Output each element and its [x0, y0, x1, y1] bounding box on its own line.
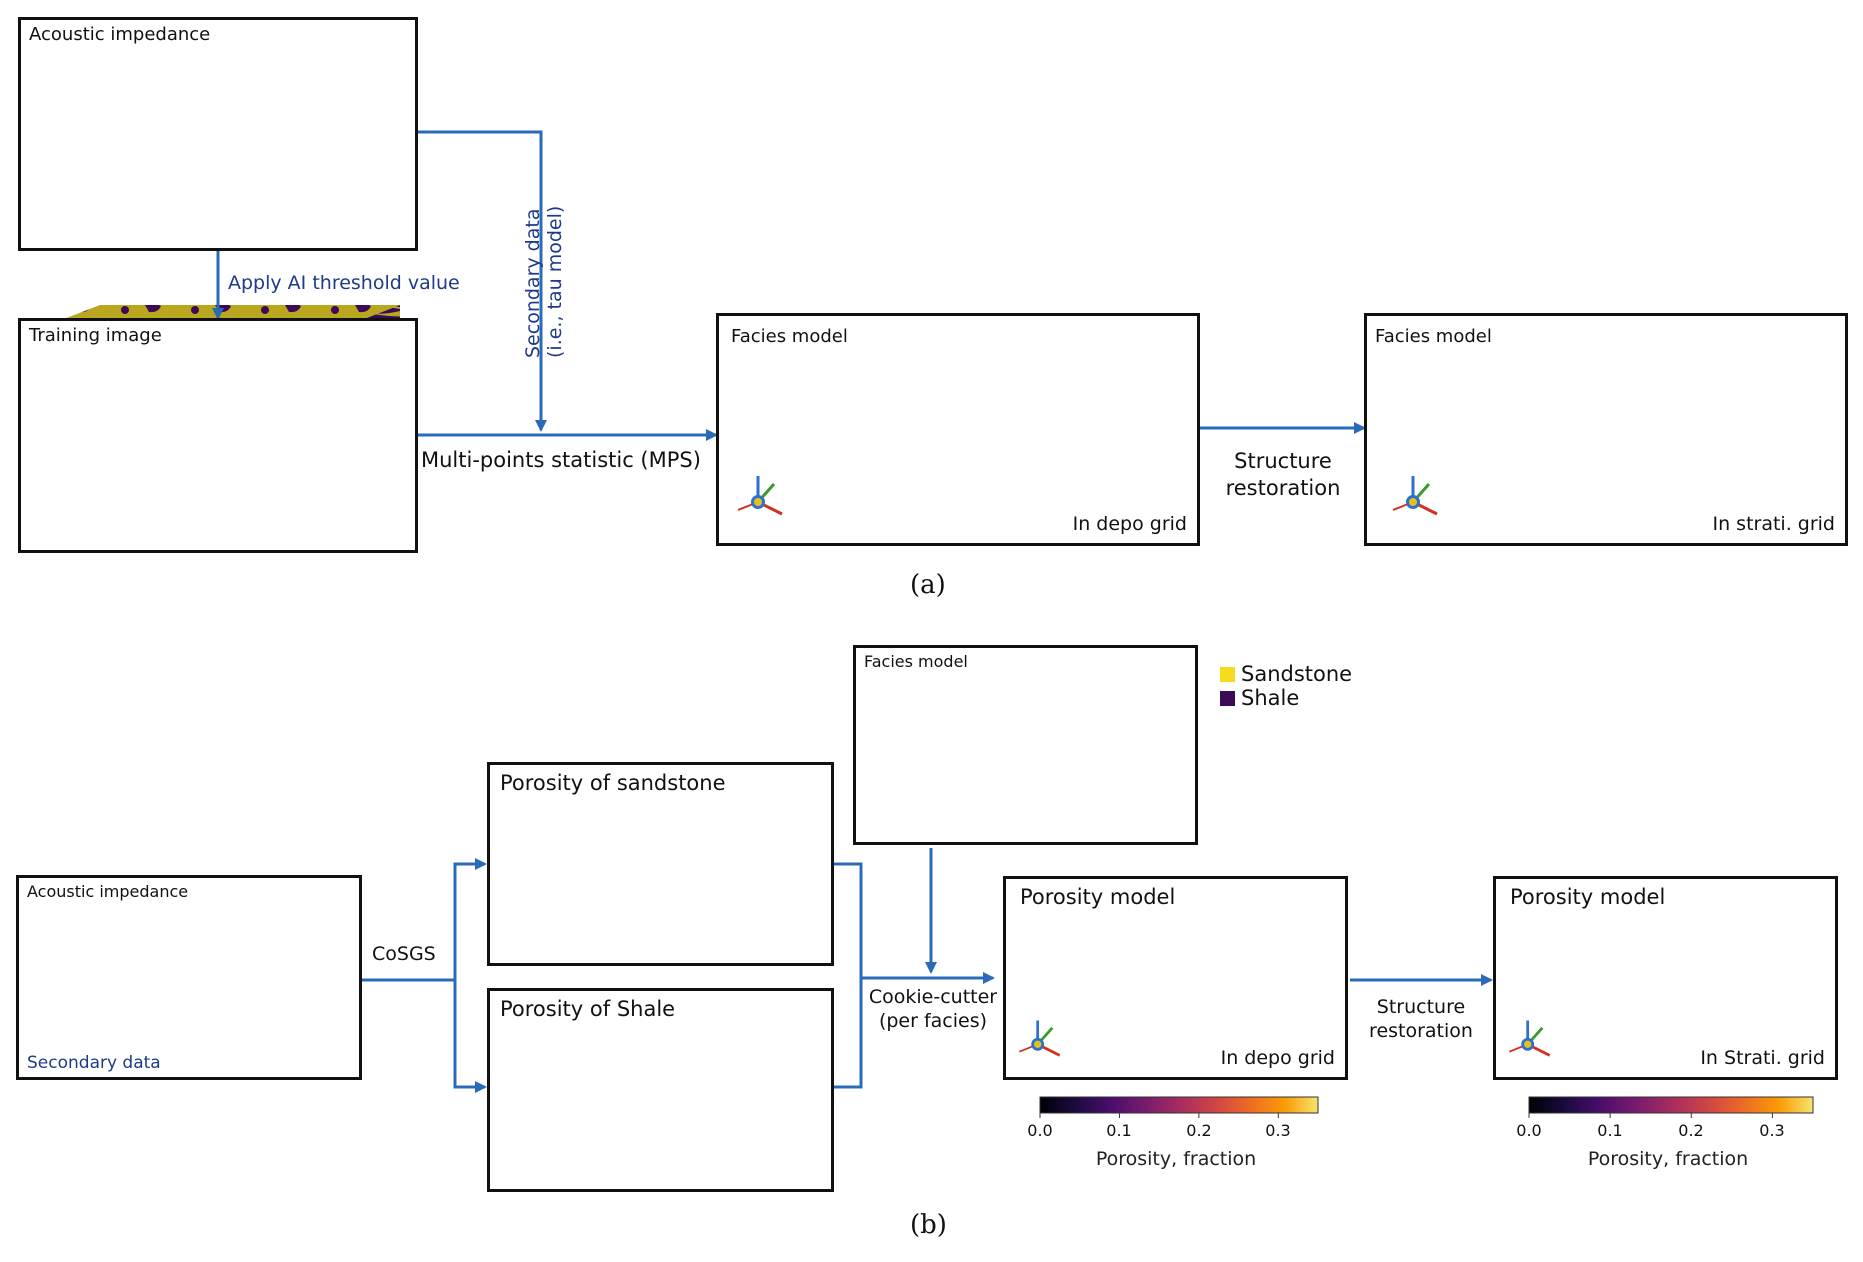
restoration-line-1: Structure — [1234, 449, 1332, 473]
threshold-label: Apply AI threshold value — [228, 272, 460, 294]
training-image-box: Training image — [18, 318, 418, 553]
restoration-line-2: restoration — [1369, 1020, 1473, 1042]
legend-shale: Shale — [1220, 686, 1299, 710]
acoustic-impedance-box-a: Acoustic impedance — [18, 17, 418, 251]
arrow-shale-out — [834, 978, 863, 1089]
caption-b: (b) — [910, 1210, 947, 1240]
legend-sandstone: Sandstone — [1220, 662, 1352, 686]
shale-swatch — [1220, 690, 1235, 706]
tick-label: 0.0 — [1027, 1121, 1053, 1140]
restoration-label-a: Structure restoration — [1218, 448, 1348, 502]
tick-label: 0.2 — [1678, 1121, 1704, 1140]
secondary-data-corner: Secondary data — [27, 1053, 161, 1073]
axis-triad-icon — [737, 476, 783, 516]
cookie-line-1: Cookie-cutter — [868, 986, 998, 1008]
box-title: Facies model — [864, 652, 968, 671]
box-title: Training image — [29, 325, 162, 346]
acoustic-impedance-box-b: Acoustic impedance Secondary data — [16, 875, 362, 1080]
grid-label: In strati. grid — [1712, 513, 1835, 535]
legend-label: Shale — [1241, 686, 1300, 710]
arrow-sand-out — [834, 862, 863, 978]
arrow-cosgs-down — [453, 980, 487, 1093]
porosity-model-strati-box: Porosity model In Strati. grid — [1493, 876, 1838, 1080]
porosity-model-depo-box: Porosity model In depo grid — [1003, 876, 1348, 1080]
facies-model-depo-box: Facies model In depo grid — [716, 313, 1200, 546]
box-title: Porosity model — [1510, 885, 1666, 909]
axis-triad-icon — [1018, 1020, 1061, 1057]
axis-triad-icon — [1392, 476, 1438, 516]
box-title: Porosity model — [1020, 885, 1176, 909]
colorbar-strati — [1528, 1096, 1814, 1114]
colorbar-tick-marks — [1039, 1113, 1773, 1118]
secondary-line-1: Secondary data — [522, 208, 544, 358]
cosgs-label: CoSGS — [372, 943, 436, 965]
porosity-shale-box: Porosity of Shale — [487, 988, 834, 1192]
grid-label: In Strati. grid — [1700, 1047, 1825, 1069]
facies-model-box-b: Facies model — [853, 645, 1198, 845]
box-title: Acoustic impedance — [29, 24, 211, 45]
mps-label: Multi-points statistic (MPS) — [421, 448, 701, 472]
arrow-secondary — [418, 130, 547, 432]
colorbar-label: Porosity, fraction — [1095, 1148, 1257, 1170]
tick-label: 0.2 — [1186, 1121, 1212, 1140]
grid-label: In depo grid — [1072, 513, 1187, 535]
box-title: Facies model — [731, 326, 848, 347]
restoration-label-b: Structure restoration — [1358, 995, 1484, 1043]
colorbar-label: Porosity, fraction — [1587, 1148, 1749, 1170]
porosity-sandstone-box: Porosity of sandstone — [487, 762, 834, 966]
grid-label: In depo grid — [1220, 1047, 1335, 1069]
facies-model-strati-box: Facies model In strati. grid — [1364, 313, 1848, 546]
restoration-line-1: Structure — [1376, 996, 1466, 1018]
sandstone-swatch — [1220, 666, 1235, 682]
tick-label: 0.0 — [1516, 1121, 1542, 1140]
caption-a: (a) — [910, 570, 946, 600]
secondary-line-2: (i.e., tau model) — [544, 205, 566, 358]
tick-label: 0.1 — [1106, 1121, 1132, 1140]
tick-label: 0.1 — [1597, 1121, 1623, 1140]
cookie-line-2: (per facies) — [878, 1010, 988, 1032]
tick-label: 0.3 — [1265, 1121, 1291, 1140]
cookie-cutter-label: Cookie-cutter (per facies) — [864, 985, 1002, 1033]
tick-label: 0.3 — [1759, 1121, 1785, 1140]
arrow-cosgs-up — [362, 858, 487, 982]
box-title: Porosity of Shale — [500, 997, 676, 1021]
box-title: Acoustic impedance — [27, 882, 189, 901]
box-title: Facies model — [1375, 326, 1492, 347]
legend-label: Sandstone — [1241, 662, 1353, 686]
restoration-line-2: restoration — [1225, 476, 1341, 500]
colorbar-depo — [1039, 1096, 1319, 1114]
arrows — [212, 130, 1493, 1093]
box-title: Porosity of sandstone — [500, 771, 726, 795]
axis-triad-icon — [1508, 1020, 1551, 1057]
